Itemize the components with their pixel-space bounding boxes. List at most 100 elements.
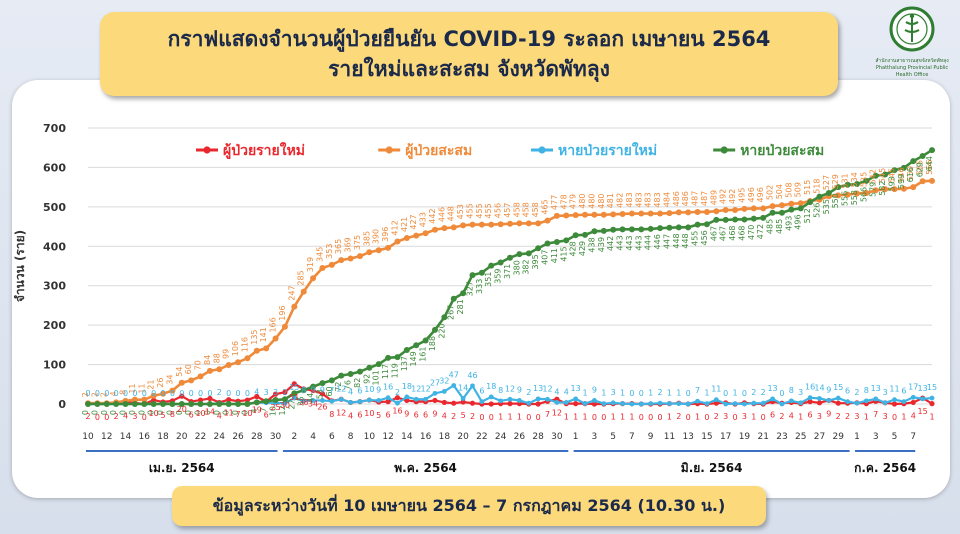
data-label-new-recovered: 0	[114, 389, 119, 398]
data-point-cumulative-recovered	[122, 401, 129, 407]
data-label-new-cases: 1	[582, 413, 587, 422]
x-tick-label: 1	[854, 432, 860, 442]
data-label-cumulative-cases: 479	[569, 194, 578, 209]
data-label-cumulative-recovered: 0	[90, 410, 99, 415]
data-label-new-recovered: 1	[704, 389, 709, 398]
y-tick-label: 0	[58, 398, 66, 411]
data-point-new-recovered	[723, 401, 729, 407]
data-label-new-recovered: 0	[245, 389, 250, 398]
x-tick-label: 8	[348, 432, 354, 442]
data-label-cumulative-cases: 458	[531, 202, 540, 217]
data-label-new-cases: 1	[629, 413, 634, 422]
data-label-cumulative-cases: 542	[869, 169, 878, 184]
data-label-cumulative-cases: 545	[887, 168, 896, 183]
data-point-cumulative-cases	[469, 221, 476, 228]
data-point-cumulative-cases	[675, 209, 682, 216]
data-label-new-recovered: 9	[311, 385, 316, 394]
data-label-new-cases: 0	[489, 413, 494, 422]
data-label-new-recovered: 14	[458, 383, 468, 392]
data-label-new-cases: 0	[536, 413, 541, 422]
data-point-new-cases	[816, 400, 823, 406]
legend-entry-label: หายป่วยสะสม	[740, 143, 824, 159]
data-label-new-recovered: 4	[554, 387, 559, 396]
x-tick-label: 21	[757, 432, 768, 442]
data-label-cumulative-cases: 369	[344, 237, 353, 252]
data-label-cumulative-recovered: 149	[409, 351, 418, 366]
data-point-cumulative-recovered	[216, 401, 223, 407]
data-point-cumulative-recovered	[910, 158, 917, 165]
x-tick-label: 2	[291, 432, 297, 442]
y-tick-label: 200	[43, 319, 66, 332]
data-point-cumulative-cases	[441, 225, 448, 232]
data-point-cumulative-recovered	[338, 372, 345, 379]
data-label-new-recovered: 0	[170, 389, 175, 398]
data-point-cumulative-cases	[835, 192, 842, 199]
data-label-cumulative-recovered: 137	[400, 356, 409, 371]
x-tick-label: 14	[120, 432, 132, 442]
data-label-cumulative-recovered: 7	[259, 407, 268, 412]
month-group-label: มิ.ย. 2564	[681, 461, 743, 475]
data-point-cumulative-cases	[507, 220, 513, 227]
data-point-new-cases	[469, 400, 476, 406]
legend-swatch-marker	[538, 146, 546, 154]
data-label-new-cases: 25	[270, 403, 280, 412]
data-point-cumulative-cases	[694, 208, 701, 215]
data-label-new-cases: 51	[289, 393, 299, 402]
data-point-cumulative-cases	[910, 184, 917, 191]
data-label-new-cases: 1	[620, 413, 625, 422]
data-label-cumulative-cases: 448	[447, 206, 456, 221]
data-point-new-recovered	[348, 400, 353, 405]
data-point-new-recovered	[732, 401, 738, 407]
x-tick-label: 16	[420, 432, 432, 442]
data-label-cumulative-recovered: 395	[531, 254, 540, 269]
data-point-new-recovered	[760, 400, 766, 406]
month-group-label: เม.ย. 2564	[149, 461, 215, 475]
data-label-new-recovered: 18	[402, 382, 412, 391]
data-label-new-recovered: 9	[320, 385, 325, 394]
data-label-new-recovered: 0	[95, 389, 100, 398]
data-point-cumulative-recovered	[835, 184, 842, 191]
data-label-new-cases: 34	[308, 400, 318, 409]
data-label-new-recovered: 13	[767, 384, 777, 393]
x-tick-label: 23	[776, 432, 787, 442]
data-point-cumulative-cases	[272, 335, 279, 342]
data-label-cumulative-recovered: 411	[550, 248, 559, 263]
data-label-new-recovered: 27	[430, 378, 440, 387]
data-point-cumulative-cases	[638, 210, 645, 217]
data-point-cumulative-recovered	[328, 377, 335, 384]
data-label-new-recovered: 0	[742, 389, 747, 398]
data-label-new-cases: 0	[95, 413, 100, 422]
data-label-cumulative-cases: 492	[719, 189, 728, 204]
data-label-cumulative-recovered: 485	[766, 219, 775, 234]
data-label-cumulative-recovered: 382	[522, 259, 531, 274]
data-point-new-cases	[272, 391, 279, 397]
data-point-new-recovered	[892, 397, 897, 403]
data-label-cumulative-recovered: 493	[784, 216, 793, 231]
data-point-cumulative-recovered	[638, 226, 645, 233]
x-tick-label: 25	[795, 432, 806, 442]
x-tick-label: 19	[739, 432, 751, 442]
data-label-cumulative-cases: 458	[522, 202, 531, 217]
data-point-cumulative-cases	[863, 190, 870, 197]
data-label-cumulative-cases: 477	[550, 195, 559, 210]
x-tick-label: 14	[401, 432, 413, 442]
data-point-new-recovered	[657, 400, 663, 406]
data-label-new-recovered: 6	[901, 387, 906, 396]
data-label-new-recovered: 0	[189, 389, 194, 398]
data-point-cumulative-recovered	[141, 401, 148, 407]
data-label-new-recovered: 3	[273, 388, 278, 397]
x-tick-label: 24	[214, 432, 226, 442]
data-point-new-recovered	[535, 396, 541, 402]
data-label-new-cases: 2	[779, 412, 784, 421]
data-label-new-recovered: 2	[217, 388, 222, 397]
x-tick-label: 16	[139, 432, 151, 442]
data-point-new-recovered	[479, 399, 485, 405]
data-label-new-cases: 0	[104, 413, 109, 422]
data-point-cumulative-recovered	[516, 251, 523, 258]
data-point-new-recovered	[667, 401, 672, 407]
data-label-cumulative-recovered: 448	[672, 233, 681, 248]
data-point-cumulative-cases	[713, 208, 720, 215]
data-point-cumulative-recovered	[431, 326, 438, 333]
data-label-new-recovered: 8	[789, 386, 794, 395]
data-point-cumulative-recovered	[113, 401, 120, 407]
